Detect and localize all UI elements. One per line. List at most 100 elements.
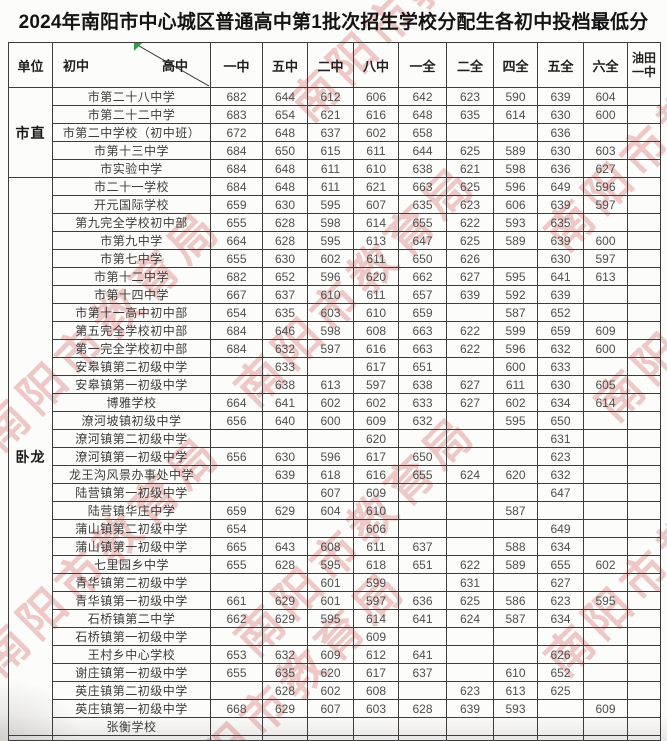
score-cell: 630 [262, 447, 308, 466]
school-name-cell: 潦河镇第一初级中学 [52, 447, 211, 466]
score-cell: 636 [398, 591, 447, 610]
table-row: 英庄镇第一初级中学 668 629 607 603 628 639 593 609 [9, 699, 661, 718]
school-name-cell: 蒲山镇第一初级中学 [52, 537, 211, 556]
score-cell: 627 [537, 573, 584, 592]
score-cell: 684 [210, 321, 263, 340]
score-cell [446, 483, 494, 502]
score-cell: 613 [493, 681, 538, 700]
score-cell [627, 699, 661, 718]
score-cell: 639 [537, 231, 584, 250]
header-col-2: 五中 [262, 42, 308, 88]
school-name-cell: 七里园乡中学 [52, 555, 211, 574]
score-cell [627, 645, 661, 664]
score-cell: 665 [210, 537, 263, 556]
score-cell: 641 [537, 267, 584, 286]
score-cell: 684 [210, 339, 263, 358]
table-row: 青华镇第一初级中学 661 629 601 597 636 625 586 623 595 [9, 591, 661, 610]
score-cell: 656 [210, 447, 263, 466]
score-cell [446, 411, 494, 430]
score-cell: 621 [353, 177, 399, 196]
score-cell: 648 [262, 159, 308, 178]
score-cell [210, 465, 263, 484]
score-cell: 651 [398, 357, 447, 376]
score-cell: 629 [262, 591, 308, 610]
score-cell: 630 [537, 375, 584, 394]
score-cell [537, 501, 584, 520]
score-cell: 628 [262, 555, 308, 574]
score-cell: 589 [493, 231, 538, 250]
school-name-cell: 第九完全学校初中部 [52, 213, 211, 232]
score-cell [307, 429, 354, 448]
score-cell: 611 [493, 375, 538, 394]
table-row: 陆营镇华庄中学 659 629 604 610 587 [9, 501, 661, 520]
score-cell: 600 [307, 411, 354, 430]
score-cell [493, 645, 538, 664]
score-cell [583, 663, 628, 682]
score-cell [210, 483, 263, 502]
score-cell [583, 123, 628, 142]
table-row: 张衡学校 [9, 717, 661, 736]
score-cell [398, 627, 447, 646]
score-cell: 629 [262, 699, 308, 718]
score-cell: 623 [446, 87, 494, 106]
score-cell [583, 357, 628, 376]
header-col-9: 六全 [583, 42, 628, 88]
score-cell: 611 [353, 537, 399, 556]
score-cell: 589 [493, 555, 538, 574]
score-cell [583, 483, 628, 502]
score-cell: 636 [537, 123, 584, 142]
score-cell: 613 [353, 231, 399, 250]
table-row: 市实验中学 684 648 611 610 638 621 598 636 627 [9, 159, 661, 178]
score-cell: 684 [210, 159, 263, 178]
score-cell: 684 [210, 141, 263, 160]
score-cell: 628 [398, 699, 447, 718]
score-cell: 614 [493, 105, 538, 124]
score-cell: 662 [210, 609, 263, 628]
score-cell: 647 [398, 231, 447, 250]
unit-cell: 卧龙 [8, 177, 53, 736]
score-cell: 664 [210, 393, 263, 412]
score-cell: 635 [446, 105, 494, 124]
table-row: 英庄镇第二初级中学 628 602 608 623 613 625 [9, 681, 661, 700]
score-cell: 631 [537, 429, 584, 448]
table-row: 市第十四中学 667 637 610 611 657 639 592 639 [9, 285, 661, 304]
score-cell [210, 429, 263, 448]
header-col-5: 一全 [398, 42, 447, 88]
school-name-cell: 市第十二中学 [52, 267, 211, 286]
score-cell: 637 [262, 285, 308, 304]
score-cell: 610 [307, 285, 354, 304]
score-cell: 596 [583, 177, 628, 196]
score-cell: 629 [262, 609, 308, 628]
score-cell: 632 [398, 411, 447, 430]
score-cell: 607 [307, 483, 354, 502]
score-cell: 630 [537, 105, 584, 124]
score-cell: 602 [307, 393, 354, 412]
header-col-3: 二中 [307, 42, 354, 88]
school-name-cell: 英庄镇第一初级中学 [52, 699, 211, 718]
score-cell: 589 [493, 141, 538, 160]
table-row: 市第九中学 664 628 595 613 647 625 589 639 600 [9, 231, 661, 250]
score-cell: 650 [398, 249, 447, 268]
header-junior-label: 初中 [63, 58, 90, 74]
score-cell [627, 483, 661, 502]
score-cell: 626 [446, 249, 494, 268]
score-cell: 659 [210, 501, 263, 520]
score-cell: 663 [398, 339, 447, 358]
score-cell: 611 [353, 249, 399, 268]
score-cell: 642 [398, 87, 447, 106]
score-cell: 597 [583, 195, 628, 214]
score-cell [627, 339, 661, 358]
school-name-cell: 市第二中学校（初中班） [52, 123, 211, 142]
score-cell: 623 [446, 195, 494, 214]
score-cell: 614 [353, 213, 399, 232]
score-cell [583, 627, 628, 646]
score-cell: 664 [210, 231, 263, 250]
score-cell: 608 [307, 537, 354, 556]
table-row: 博雅学校 664 641 602 602 633 627 602 634 614 [9, 393, 661, 412]
score-cell: 613 [307, 375, 354, 394]
page-title: 2024年南阳市中心城区普通高中第1批次招生学校分配生各初中投档最低分 [18, 12, 649, 33]
table-row: 潦河坡镇初级中学 656 640 600 609 632 595 650 [9, 411, 661, 430]
table-row: 市第十三中学 684 650 615 611 644 625 589 630 603 [9, 141, 661, 160]
score-cell [627, 177, 661, 196]
score-cell: 662 [398, 267, 447, 286]
